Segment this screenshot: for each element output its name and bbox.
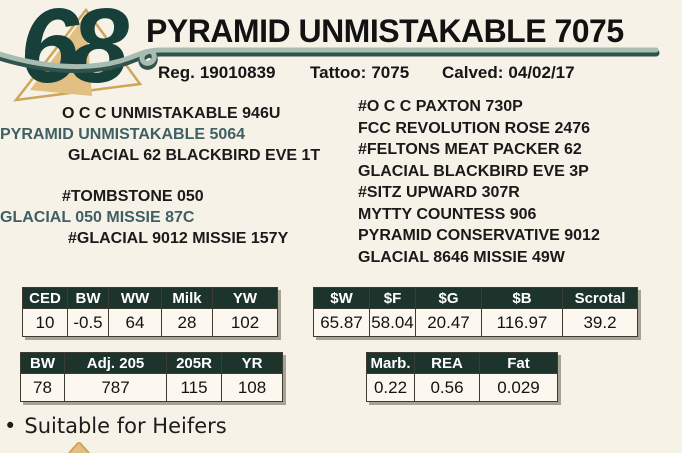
- footnote-text: Suitable for Heifers: [24, 414, 227, 438]
- column-header: Marb.: [367, 353, 415, 373]
- table-value: 39.2: [583, 312, 617, 332]
- performance-table-header-row: BW Adj. 205 205R YR: [21, 353, 282, 373]
- lot-number: 68: [20, 0, 129, 105]
- column-header: $G: [416, 288, 482, 308]
- table-value: -0.5: [68, 309, 109, 336]
- pedigree-ancestor: GLACIAL BLACKBIRD EVE 3P: [358, 162, 589, 180]
- column-header: Fat: [507, 354, 530, 372]
- bullet-icon: •: [4, 414, 17, 438]
- pedigree-sires-sire: O C C UNMISTAKABLE 946U: [62, 105, 281, 122]
- column-header: 205R: [167, 353, 222, 373]
- pedigree-dams-dam: #GLACIAL 9012 MISSIE 157Y: [68, 230, 289, 247]
- column-header: YW: [232, 289, 258, 307]
- tattoo-label: Tattoo:: [310, 63, 367, 82]
- pedigree-ancestor: #FELTONS MEAT PACKER 62: [358, 141, 582, 158]
- table-value: 0.029: [497, 377, 540, 397]
- pedigree-sires-dam: GLACIAL 62 BLACKBIRD EVE 1T: [68, 147, 321, 164]
- table-value: 64: [109, 309, 162, 336]
- table-value: 28: [162, 309, 213, 336]
- pedigree-dam-group: #TOMBSTONE 050 GLACIAL 050 MISSIE 87C #G…: [0, 186, 288, 249]
- table-value: 116.97: [482, 309, 563, 336]
- column-header: $B: [482, 288, 563, 308]
- footnote: • Suitable for Heifers: [4, 414, 227, 438]
- animal-name-title: PYRAMID UNMISTAKABLE 7075: [146, 13, 624, 49]
- pedigree-ancestor: MYTTY COUNTESS 906: [358, 205, 537, 223]
- table-value: 115: [167, 374, 222, 401]
- table-value: 20.47: [416, 309, 482, 336]
- pedigree-great-grandparents: #O C C PAXTON 730P FCC REVOLUTION ROSE 2…: [358, 96, 600, 268]
- calved-value: 04/02/17: [508, 63, 575, 82]
- table-value: 58.04: [370, 309, 416, 336]
- pedigree-sire-group: O C C UNMISTAKABLE 946U PYRAMID UNMISTAK…: [0, 103, 320, 166]
- dollar-value-table: $W $F $G $B Scrotal 65.87 58.04 20.47 11…: [313, 287, 638, 337]
- carcass-table-value-row: 0.22 0.56 0.029: [367, 373, 557, 401]
- column-header: Adj. 205: [65, 353, 167, 373]
- pedigree-dams-sire: #TOMBSTONE 050: [62, 188, 204, 205]
- pedigree-ancestor: #O C C PAXTON 730P: [358, 98, 523, 115]
- tattoo: Tattoo: 7075: [310, 63, 409, 83]
- column-header: Milk: [162, 288, 213, 308]
- table-value: 787: [65, 374, 167, 401]
- dollar-table-header-row: $W $F $G $B Scrotal: [314, 288, 637, 308]
- column-header: Scrotal: [574, 289, 626, 307]
- pedigree-sire: PYRAMID UNMISTAKABLE 5064: [0, 126, 246, 143]
- column-header: REA: [415, 353, 480, 373]
- table-value: 10: [23, 309, 68, 336]
- pedigree-dam: GLACIAL 050 MISSIE 87C: [0, 209, 195, 226]
- pedigree-ancestor: GLACIAL 8646 MISSIE 49W: [358, 248, 565, 266]
- table-value: 0.56: [415, 374, 480, 401]
- registration-value: 19010839: [199, 63, 276, 82]
- column-header: YR: [241, 354, 263, 372]
- registration-label: Reg.: [158, 63, 195, 82]
- tattoo-value: 7075: [371, 63, 410, 82]
- epd-table-value-row: 10 -0.5 64 28 102: [23, 308, 277, 336]
- performance-table-value-row: 78 787 115 108: [21, 373, 282, 401]
- carcass-table-header-row: Marb. REA Fat: [367, 353, 557, 373]
- column-header: WW: [109, 288, 162, 308]
- pedigree-ancestor: #SITZ UPWARD 307R: [358, 184, 520, 201]
- column-header: BW: [68, 288, 109, 308]
- table-value: 78: [21, 374, 65, 401]
- table-value: 0.22: [367, 374, 415, 401]
- column-header: $W: [314, 288, 370, 308]
- carcass-table: Marb. REA Fat 0.22 0.56 0.029: [366, 352, 558, 402]
- table-value: 108: [237, 377, 267, 397]
- next-pyramid-tip-icon: [68, 442, 90, 453]
- pedigree-ancestor: FCC REVOLUTION ROSE 2476: [358, 119, 591, 137]
- calved-label: Calved:: [442, 63, 504, 82]
- table-value: 102: [230, 312, 260, 332]
- column-header: BW: [21, 353, 65, 373]
- calved-date: Calved: 04/02/17: [442, 63, 575, 83]
- column-header: CED: [23, 288, 68, 308]
- table-value: 65.87: [314, 309, 370, 336]
- dollar-table-value-row: 65.87 58.04 20.47 116.97 39.2: [314, 308, 637, 336]
- epd-table: CED BW WW Milk YW 10 -0.5 64 28 102: [22, 287, 278, 337]
- pedigree-ancestor: PYRAMID CONSERVATIVE 9012: [358, 227, 600, 244]
- registration-number: Reg. 19010839: [158, 63, 275, 83]
- column-header: $F: [370, 288, 416, 308]
- performance-table: BW Adj. 205 205R YR 78 787 115 108: [20, 352, 283, 402]
- epd-table-header-row: CED BW WW Milk YW: [23, 288, 277, 308]
